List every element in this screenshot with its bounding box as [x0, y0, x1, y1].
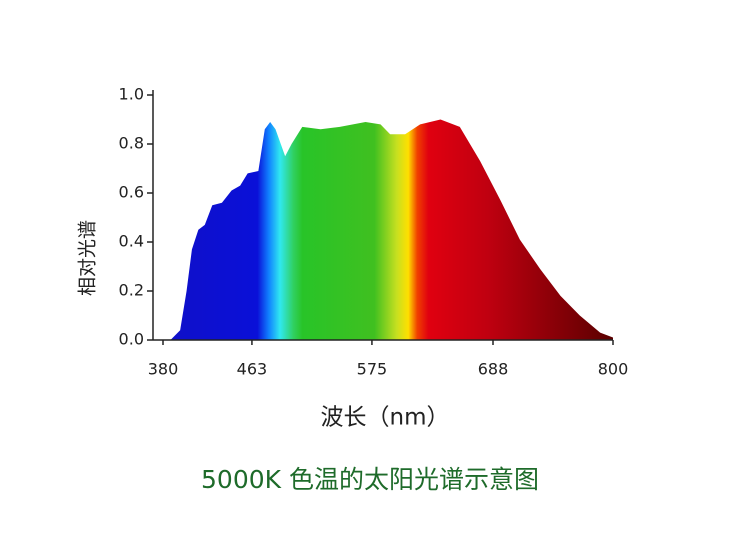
- y-tick-label: 0.4: [119, 232, 144, 251]
- x-tick-label: 688: [478, 360, 509, 379]
- x-tick-label: 800: [598, 360, 629, 379]
- x-tick-label: 463: [237, 360, 268, 379]
- x-tick-label: 575: [357, 360, 388, 379]
- x-axis-label: 波长（nm）: [321, 405, 450, 431]
- y-tick-label: 0.8: [119, 134, 144, 153]
- y-axis-label: 相对光谱: [77, 220, 99, 296]
- chart-title: 5000K 色温的太阳光谱示意图: [201, 465, 539, 494]
- y-tick-label: 0.6: [119, 183, 144, 202]
- y-tick-label: 0.2: [119, 281, 144, 300]
- y-tick-label: 0.0: [119, 330, 144, 349]
- y-tick-label: 1.0: [119, 85, 144, 104]
- spectrum-area: [170, 119, 613, 340]
- x-tick-label: 380: [148, 360, 179, 379]
